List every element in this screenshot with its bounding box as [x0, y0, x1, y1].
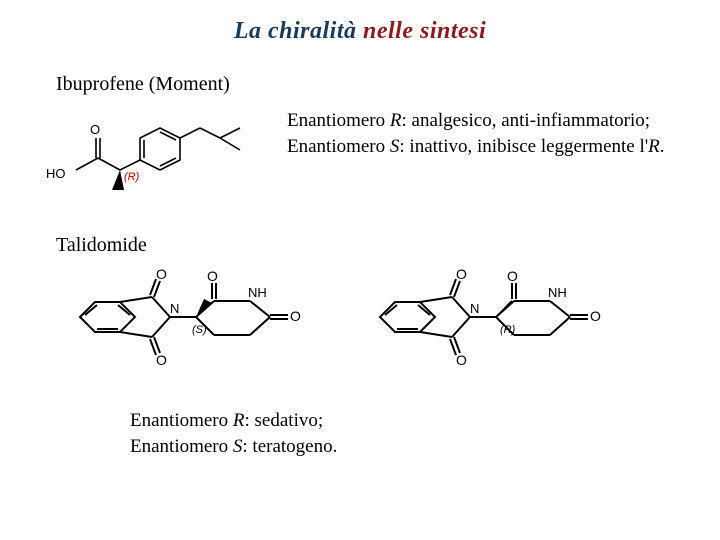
thalidomide-s-structure: O O O O N NH (S)	[62, 269, 332, 394]
thalidomide-description: Enantiomero R: sedativo; Enantiomero S: …	[40, 408, 680, 459]
ibu-t2c: : inattivo, inibisce leggermente l'	[399, 136, 648, 157]
page-title: La chiralità nelle sintesi	[40, 18, 680, 45]
thal-r-stereo: (R)	[500, 324, 516, 336]
atom-ho-label: HO	[46, 166, 66, 181]
thal-t2a: Enantiomero	[130, 436, 233, 457]
thal-r-o4: O	[590, 308, 601, 324]
thal-s-o2: O	[156, 352, 167, 368]
atom-o-label: O	[90, 122, 100, 137]
thal-t1c: : sedativo;	[245, 410, 324, 431]
thal-s-o1: O	[156, 269, 167, 282]
thal-t1b: R	[233, 410, 245, 431]
ibu-t2e: .	[660, 136, 665, 157]
title-word-2: nelle	[363, 18, 414, 44]
title-word-1: La chiralità	[234, 18, 357, 44]
thal-s-stereo: (S)	[192, 324, 207, 336]
thal-r-o1: O	[456, 269, 467, 282]
title-word-3: sintesi	[420, 18, 486, 44]
ibuprofen-row: O HO (R) Enantiomero R: analgesico, anti…	[40, 108, 680, 208]
ibuprofen-label: Ibuprofene (Moment)	[40, 73, 680, 96]
ibu-t2a: Enantiomero	[287, 136, 390, 157]
thal-s-n: N	[170, 301, 179, 316]
thal-s-nh: NH	[248, 285, 267, 300]
ibu-t1c: : analgesico, anti-infiammatorio;	[402, 110, 651, 131]
thalidomide-row: O O O O N NH (S)	[62, 269, 680, 394]
thal-t2b: S	[233, 436, 243, 457]
thal-r-o3: O	[507, 269, 518, 284]
ibuprofen-structure: O HO (R)	[40, 108, 275, 208]
ibu-t2b: S	[390, 136, 400, 157]
thal-r-o2: O	[456, 352, 467, 368]
ibuprofen-description: Enantiomero R: analgesico, anti-infiamma…	[287, 108, 680, 159]
thal-s-o4: O	[290, 308, 301, 324]
thal-t2c: : teratogeno.	[242, 436, 337, 457]
thalidomide-r-structure: O O O O N NH (R)	[362, 269, 632, 394]
thal-s-o3: O	[207, 269, 218, 284]
ibu-t1b: R	[390, 110, 402, 131]
ibu-t1a: Enantiomero	[287, 110, 390, 131]
thal-t1a: Enantiomero	[130, 410, 233, 431]
thal-r-nh: NH	[548, 285, 567, 300]
ibu-t2d: R	[648, 136, 660, 157]
thalidomide-label: Talidomide	[40, 234, 680, 257]
stereo-label-r: (R)	[124, 171, 140, 183]
thal-r-n: N	[470, 301, 479, 316]
